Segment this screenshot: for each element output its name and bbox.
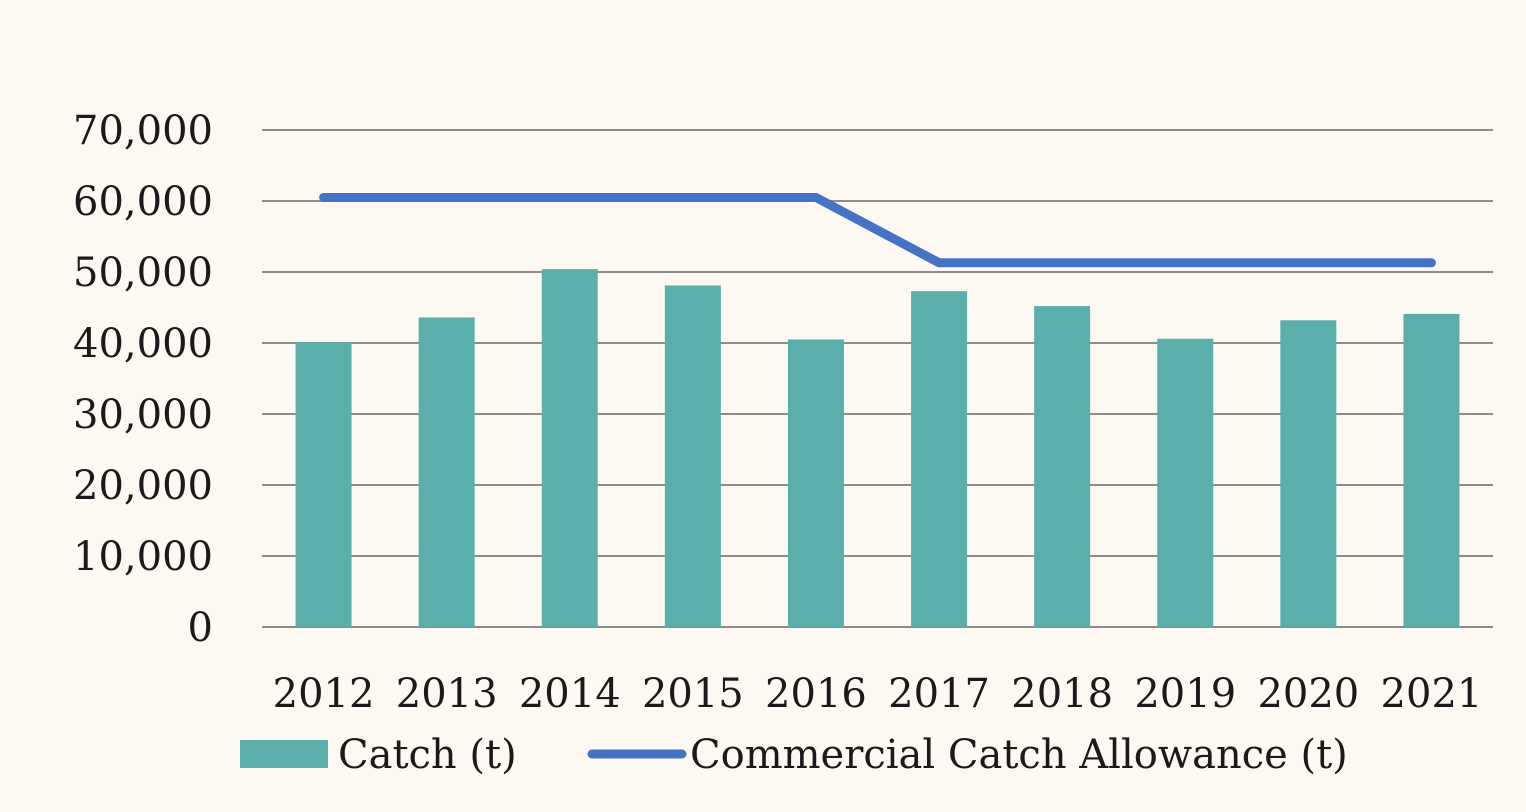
bar-catch-2013 [418, 317, 475, 627]
bar-catch-2015 [664, 285, 721, 627]
x-tick-label: 2014 [519, 671, 621, 717]
x-tick-label: 2021 [1381, 671, 1483, 717]
bar-catch-2014 [541, 269, 598, 627]
allowance-line-group [319, 192, 1436, 268]
y-tick-label: 70,000 [73, 108, 213, 154]
x-tick-label: 2017 [888, 671, 990, 717]
x-axis: 2012 2013 2014 2015 2016 2017 2018 2019 2020 2021 [273, 671, 1483, 717]
bar-catch-2012 [295, 342, 352, 627]
x-tick-label: 2018 [1011, 671, 1113, 717]
catch-bars [295, 269, 1460, 627]
allowance-line [319, 192, 1436, 268]
x-tick-label: 2016 [765, 671, 867, 717]
x-tick-label: 2013 [396, 671, 498, 717]
y-tick-label: 60,000 [73, 179, 213, 225]
bar-catch-2016 [787, 339, 844, 627]
x-tick-label: 2019 [1134, 671, 1236, 717]
x-tick-label: 2012 [273, 671, 375, 717]
bar-catch-2019 [1157, 338, 1214, 627]
legend-label-catch: Catch (t) [338, 732, 517, 778]
x-tick-label: 2020 [1257, 671, 1359, 717]
bar-catch-2021 [1403, 313, 1460, 627]
y-tick-label: 30,000 [73, 392, 213, 438]
y-axis: 0 10,000 20,000 30,000 40,000 50,000 60,000 70,… [73, 108, 213, 651]
y-tick-label: 0 [188, 605, 213, 651]
legend-label-allowance: Commercial Catch Allowance (t) [690, 732, 1348, 778]
bar-catch-2018 [1034, 306, 1091, 627]
y-tick-label: 50,000 [73, 250, 213, 296]
legend: Catch (t) Commercial Catch Allowance (t) [240, 732, 1348, 778]
bar-catch-2017 [911, 291, 968, 627]
y-tick-label: 40,000 [73, 321, 213, 367]
y-tick-label: 10,000 [73, 534, 213, 580]
bar-catch-2020 [1280, 320, 1337, 627]
x-tick-label: 2015 [642, 671, 744, 717]
y-tick-label: 20,000 [73, 463, 213, 509]
legend-swatch-catch [240, 740, 328, 768]
